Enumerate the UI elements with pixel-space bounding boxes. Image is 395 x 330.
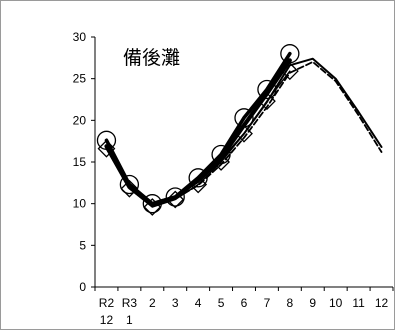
y-tick-label: 5	[79, 238, 86, 252]
diamond-marker	[120, 179, 139, 198]
y-tick-label: 30	[73, 30, 87, 44]
x-tick-label: 5	[218, 296, 225, 310]
circle-marker	[188, 168, 208, 188]
circle-marker	[119, 174, 140, 195]
diamond-marker	[97, 139, 116, 158]
x-tick-label: 2	[149, 296, 156, 310]
x-tick-label: 6	[241, 296, 248, 310]
y-tick-label: 0	[79, 280, 86, 294]
x-tick-label: 11	[352, 296, 365, 310]
x-tick-label: 8	[287, 296, 294, 310]
x-tick-label: 12	[375, 296, 389, 310]
axes	[94, 37, 393, 288]
y-tick-label: 15	[73, 155, 87, 169]
x-tick-label: R3	[122, 296, 138, 310]
x-tick-label: 3	[172, 296, 179, 310]
series-5	[104, 58, 292, 207]
chart-title: 備後灘	[123, 47, 180, 69]
y-tick-label: 20	[73, 113, 87, 127]
series-1	[105, 57, 383, 204]
y-axis-ticks: 0 5 10 15 20 25 30	[73, 30, 95, 294]
x-tick-label: 9	[309, 296, 316, 310]
circle-marker	[257, 79, 277, 100]
series-layer	[96, 44, 383, 216]
y-tick-label: 10	[73, 197, 87, 211]
x-tick-label: 7	[264, 296, 271, 310]
x-tick-label: R2	[99, 296, 115, 310]
x-tick-label-line2: 1	[126, 313, 133, 327]
x-tick-label: 4	[195, 296, 202, 310]
series-line	[104, 58, 292, 207]
series-line	[105, 57, 383, 204]
x-tick-label-line2: 12	[100, 313, 114, 327]
y-tick-label: 25	[73, 72, 87, 86]
x-tick-label: 10	[329, 296, 343, 310]
circle-marker	[211, 144, 231, 165]
circle-marker	[165, 187, 185, 207]
